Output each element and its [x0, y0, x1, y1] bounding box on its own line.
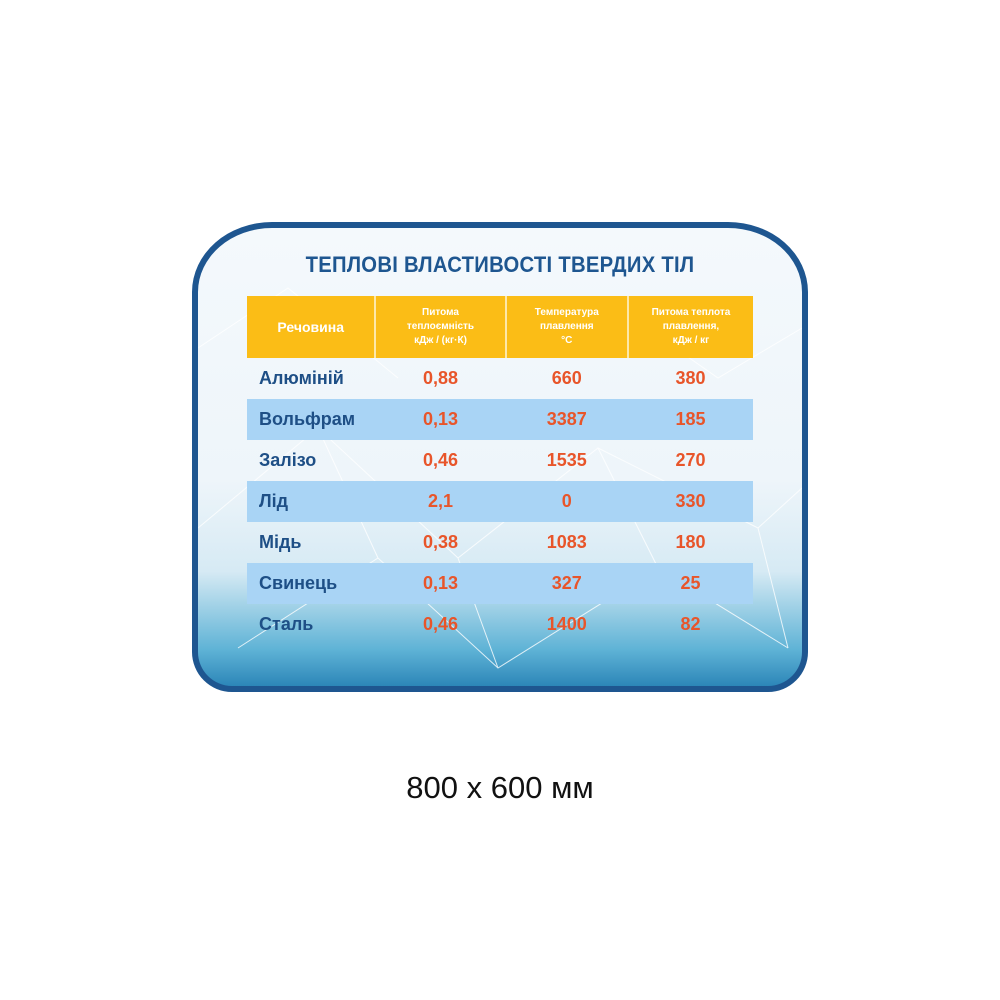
value-cell: 3387	[505, 399, 628, 440]
column-header-line: кДж / кг	[672, 335, 710, 346]
value-cell: 2,1	[375, 481, 506, 522]
value-cell: 0,46	[422, 614, 459, 634]
value-cell: 1535	[546, 450, 587, 470]
substance-name: Мідь	[259, 532, 302, 552]
size-label: 800 x 600 мм	[406, 770, 594, 805]
column-header-line: Речовина	[277, 319, 344, 335]
poster-title: ТЕПЛОВІ ВЛАСТИВОСТІ ТВЕРДИХ ТІЛ	[305, 252, 695, 277]
table-row: Мідь 0,38 1083 180	[247, 522, 753, 563]
column-header-line: плавлення	[539, 321, 594, 332]
table-row: Вольфрам 0,13 3387 185	[247, 399, 753, 440]
value-cell: 0,38	[422, 532, 459, 552]
table-row: Алюміній 0,88 660 380	[247, 358, 753, 399]
column-header: Температура плавлення °C	[504, 296, 628, 358]
column-header-line: °C	[561, 335, 573, 346]
poster: ТЕПЛОВІ ВЛАСТИВОСТІ ТВЕРДИХ ТІЛ Речовина…	[192, 222, 808, 692]
column-header-line: теплоємність	[406, 321, 475, 332]
substance-name: Лід	[247, 481, 376, 522]
column-header-line: Питома теплота	[651, 307, 731, 318]
value-cell: 0,13	[375, 399, 506, 440]
substance-name: Сталь	[259, 614, 314, 634]
value-cell: 82	[680, 614, 701, 634]
column-header: Речовина	[247, 296, 376, 358]
table-row: Лід 2,1 0 330	[247, 481, 753, 522]
value-cell: 380	[675, 368, 706, 388]
value-cell: 0,13	[375, 563, 506, 604]
table-row: Свинець 0,13 327 25	[247, 563, 753, 604]
value-cell: 0	[505, 481, 628, 522]
column-header: Питома теплоємність кДж / (кг·К)	[374, 296, 506, 358]
value-cell: 0,46	[422, 450, 459, 470]
value-cell: 1400	[546, 614, 587, 634]
value-cell: 660	[551, 368, 582, 388]
value-cell: 25	[627, 563, 753, 604]
value-cell: 330	[627, 481, 753, 522]
column-header: Питома теплота плавлення, кДж / кг	[626, 296, 753, 358]
value-cell: 0,88	[422, 368, 459, 388]
column-header-line: Температура	[534, 307, 599, 318]
table-row: Залізо 0,46 1535 270	[247, 440, 753, 481]
value-cell: 185	[627, 399, 753, 440]
substance-name: Залізо	[259, 450, 317, 470]
substance-name: Свинець	[247, 563, 376, 604]
column-header-line: кДж / (кг·К)	[414, 335, 467, 346]
column-header-line: Питома	[422, 307, 459, 318]
value-cell: 270	[675, 450, 706, 470]
substance-name: Вольфрам	[247, 399, 376, 440]
substance-name: Алюміній	[259, 368, 344, 388]
table-row: Сталь 0,46 1400 82	[247, 604, 753, 645]
value-cell: 327	[505, 563, 628, 604]
value-cell: 1083	[546, 532, 587, 552]
value-cell: 180	[675, 532, 706, 552]
properties-table: Речовина Питома теплоємність кДж / (кг·К) Те…	[247, 296, 753, 645]
column-header-line: плавлення,	[662, 321, 720, 332]
